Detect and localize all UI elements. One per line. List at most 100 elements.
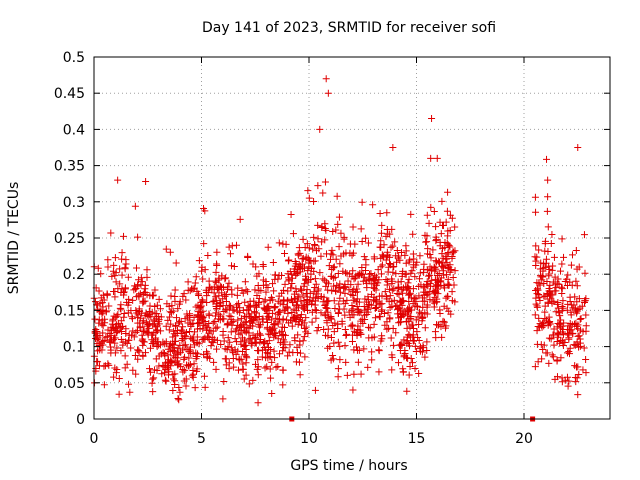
x-tick-label: 15 <box>408 431 426 447</box>
data-point <box>438 197 446 205</box>
data-point <box>107 343 115 351</box>
data-point <box>235 330 243 338</box>
data-point <box>149 388 157 396</box>
data-point <box>347 281 355 289</box>
data-point <box>382 275 390 283</box>
data-point <box>394 306 402 314</box>
data-point <box>359 270 367 278</box>
data-point <box>542 259 550 267</box>
data-point <box>123 360 131 368</box>
data-point <box>112 269 120 277</box>
data-point <box>386 314 394 322</box>
data-point <box>581 298 589 306</box>
data-point <box>321 224 329 232</box>
data-point <box>171 381 179 389</box>
data-point <box>167 320 175 328</box>
data-point <box>369 201 377 209</box>
data-point <box>118 271 126 279</box>
data-point <box>540 341 548 349</box>
data-point <box>402 270 410 278</box>
data-point <box>545 270 553 278</box>
data-point <box>93 332 101 340</box>
data-point <box>341 311 349 319</box>
data-point <box>291 337 299 345</box>
data-point <box>132 264 140 272</box>
data-point <box>143 328 151 336</box>
data-point <box>283 303 291 311</box>
data-point <box>428 115 436 123</box>
data-point <box>135 348 143 356</box>
data-point <box>348 251 356 259</box>
data-point <box>370 320 378 328</box>
data-point <box>153 310 161 318</box>
data-point <box>375 312 383 320</box>
data-point <box>325 297 333 305</box>
data-point <box>233 291 241 299</box>
data-point <box>416 345 424 353</box>
data-point <box>564 322 572 330</box>
data-point <box>120 232 128 240</box>
data-point <box>146 344 154 352</box>
data-point <box>224 320 232 328</box>
data-point <box>349 267 357 275</box>
data-point <box>215 274 223 282</box>
data-point <box>357 308 365 316</box>
data-point <box>547 240 555 248</box>
data-point <box>344 277 352 285</box>
data-point <box>247 314 255 322</box>
data-point <box>409 230 417 238</box>
data-point <box>281 250 289 258</box>
data-point <box>538 321 546 329</box>
data-point <box>245 303 253 311</box>
data-point <box>384 309 392 317</box>
data-point <box>122 260 130 268</box>
data-point <box>343 330 351 338</box>
data-point <box>275 350 283 358</box>
data-point <box>395 283 403 291</box>
data-point <box>324 332 332 340</box>
data-point <box>135 307 143 315</box>
data-point <box>92 326 100 334</box>
data-point <box>327 272 335 280</box>
data-point <box>580 344 588 352</box>
data-point <box>576 315 584 323</box>
y-tick-label: 0.4 <box>63 122 85 138</box>
data-point <box>449 274 457 282</box>
data-point <box>370 333 378 341</box>
data-point <box>350 370 358 378</box>
data-point <box>415 275 423 283</box>
data-point <box>269 309 277 317</box>
data-point <box>174 344 182 352</box>
data-point <box>242 313 250 321</box>
data-point <box>189 285 197 293</box>
data-point <box>325 262 333 270</box>
data-point <box>385 260 393 268</box>
data-point <box>552 284 560 292</box>
data-point <box>423 338 431 346</box>
data-point <box>367 301 375 309</box>
data-point <box>431 264 439 272</box>
data-point <box>186 311 194 319</box>
data-point <box>262 288 270 296</box>
data-point <box>91 315 99 323</box>
data-point <box>406 304 414 312</box>
data-point <box>118 249 126 257</box>
data-point <box>371 304 379 312</box>
data-point <box>255 300 263 308</box>
data-point <box>533 303 541 311</box>
data-point <box>421 231 429 239</box>
data-point <box>169 387 177 395</box>
data-point <box>248 340 256 348</box>
x-tick-labels: 0 5 10 15 20 <box>90 431 533 447</box>
data-point <box>143 266 151 274</box>
data-point <box>389 324 397 332</box>
data-point <box>166 248 174 256</box>
data-point <box>195 312 203 320</box>
data-point <box>254 356 262 364</box>
data-point <box>432 223 440 231</box>
data-point <box>354 358 362 366</box>
data-point <box>433 258 441 266</box>
data-point <box>136 323 144 331</box>
data-point <box>536 320 544 328</box>
data-point <box>145 307 153 315</box>
